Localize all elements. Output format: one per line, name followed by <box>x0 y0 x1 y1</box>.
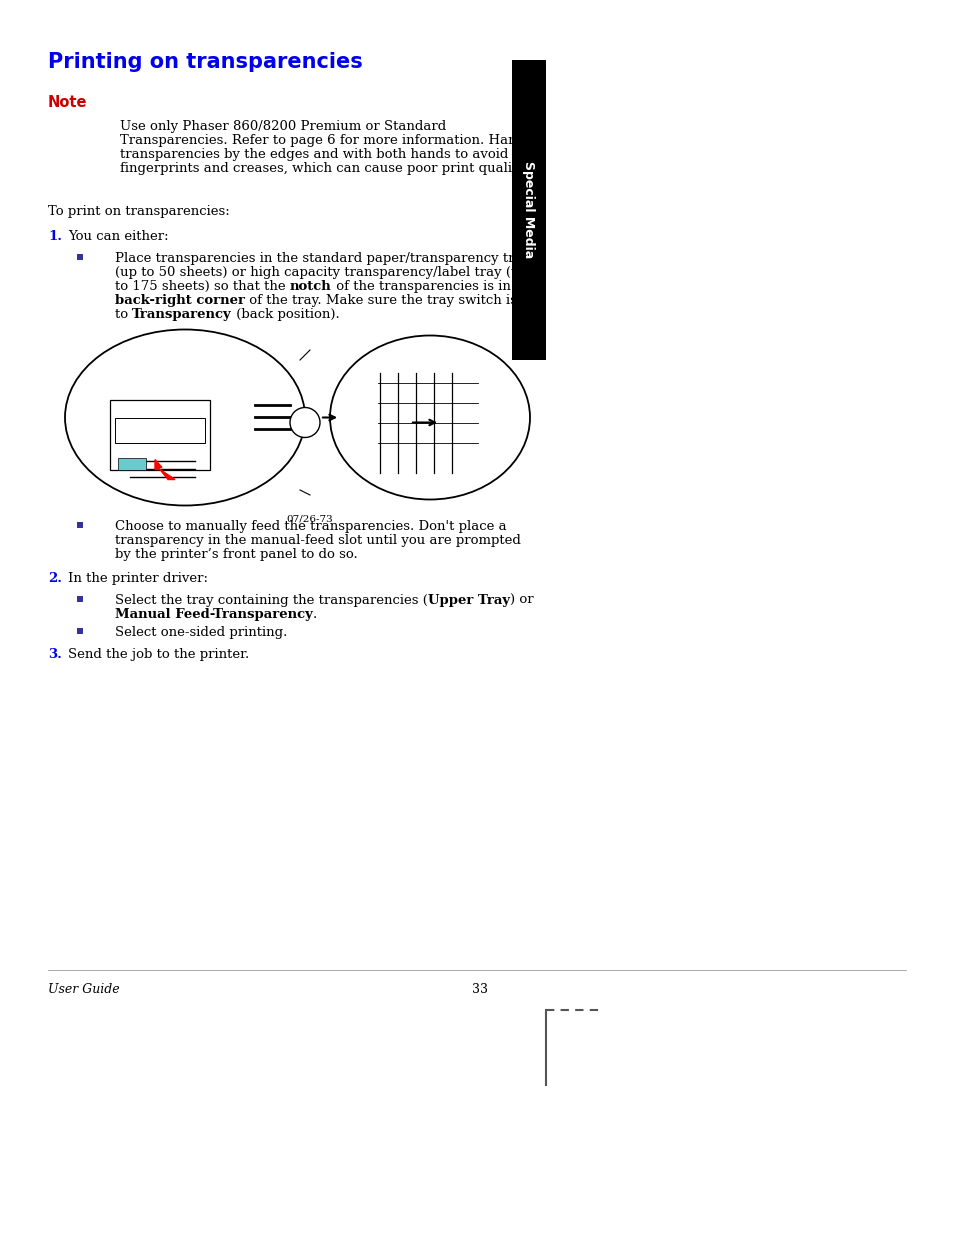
Text: 3.: 3. <box>48 648 62 661</box>
Text: by the printer’s front panel to do so.: by the printer’s front panel to do so. <box>115 548 357 561</box>
Text: Special Media: Special Media <box>522 162 535 258</box>
Ellipse shape <box>290 408 319 437</box>
Ellipse shape <box>330 336 530 499</box>
Text: You can either:: You can either: <box>68 230 169 243</box>
Text: Select one-sided printing.: Select one-sided printing. <box>115 626 287 638</box>
Text: User Guide: User Guide <box>48 983 119 995</box>
Text: Send the job to the printer.: Send the job to the printer. <box>68 648 249 661</box>
Text: Place transparencies in the standard paper/transparency tray: Place transparencies in the standard pap… <box>115 252 530 266</box>
Text: fingerprints and creases, which can cause poor print quality.: fingerprints and creases, which can caus… <box>120 162 527 175</box>
Text: Note: Note <box>48 95 88 110</box>
Text: In the printer driver:: In the printer driver: <box>68 572 208 585</box>
Bar <box>77 522 83 529</box>
Text: 2.: 2. <box>48 572 62 585</box>
Text: Printing on transparencies: Printing on transparencies <box>48 52 362 72</box>
Bar <box>512 61 545 359</box>
Text: Upper Tray: Upper Tray <box>428 594 510 606</box>
Text: Manual Feed-Transparency: Manual Feed-Transparency <box>115 608 313 621</box>
Text: transparencies by the edges and with both hands to avoid: transparencies by the edges and with bot… <box>120 148 508 161</box>
Text: Choose to manually feed the transparencies. Don't place a: Choose to manually feed the transparenci… <box>115 520 506 534</box>
Text: back-right corner: back-right corner <box>115 294 245 308</box>
Text: 1.: 1. <box>48 230 62 243</box>
Text: to: to <box>115 308 132 321</box>
Polygon shape <box>154 459 174 479</box>
Ellipse shape <box>65 330 305 505</box>
Text: Select the tray containing the transparencies (: Select the tray containing the transpare… <box>115 594 428 606</box>
Text: of the transparencies is in the: of the transparencies is in the <box>332 280 536 293</box>
Text: (up to 50 sheets) or high capacity transparency/label tray (up: (up to 50 sheets) or high capacity trans… <box>115 266 527 279</box>
Text: notch: notch <box>290 280 332 293</box>
Text: Transparency: Transparency <box>132 308 232 321</box>
Text: (back position).: (back position). <box>232 308 339 321</box>
Text: To print on transparencies:: To print on transparencies: <box>48 205 230 219</box>
Bar <box>110 399 210 469</box>
Text: 07/26-73: 07/26-73 <box>286 515 333 524</box>
Bar <box>118 457 146 469</box>
Text: Transparencies. Refer to page 6 for more information. Handle: Transparencies. Refer to page 6 for more… <box>120 135 537 147</box>
Text: to 175 sheets) so that the: to 175 sheets) so that the <box>115 280 290 293</box>
Text: Use only Phaser 860/8200 Premium or Standard: Use only Phaser 860/8200 Premium or Stan… <box>120 120 446 133</box>
Text: of the tray. Make sure the tray switch is set: of the tray. Make sure the tray switch i… <box>245 294 540 308</box>
Text: ) or: ) or <box>510 594 533 606</box>
Bar <box>77 254 83 261</box>
Bar <box>77 597 83 601</box>
Text: .: . <box>313 608 316 621</box>
Bar <box>115 417 205 442</box>
Text: 33: 33 <box>472 983 488 995</box>
Bar <box>77 629 83 634</box>
Text: transparency in the manual-feed slot until you are prompted: transparency in the manual-feed slot unt… <box>115 534 520 547</box>
